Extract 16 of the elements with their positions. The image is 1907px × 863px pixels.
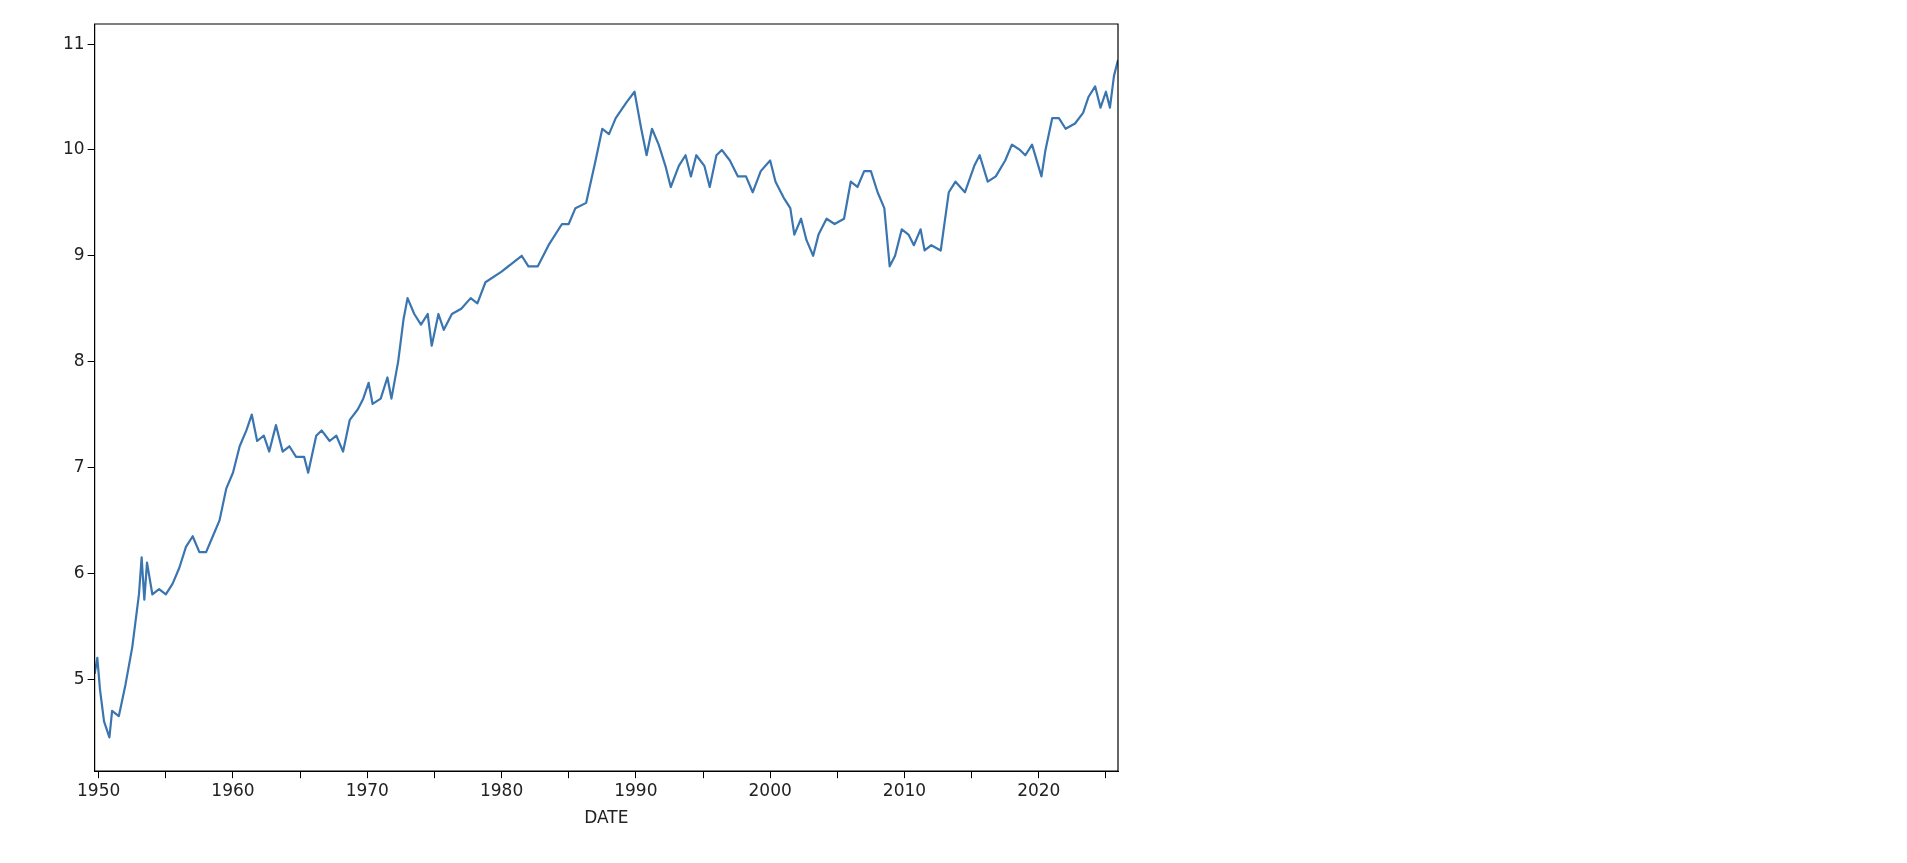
y-tick-label: 11 — [62, 32, 85, 53]
y-tick-label: 7 — [73, 455, 85, 476]
x-tick-label: 2000 — [748, 779, 792, 800]
x-axis-title: DATE — [584, 807, 629, 828]
x-tick-label: 2020 — [1017, 779, 1061, 800]
y-tick-label: 6 — [73, 561, 85, 582]
x-tick-label: 1950 — [77, 779, 121, 800]
x-tick-label: 1980 — [479, 779, 524, 800]
x-tick-label: 1970 — [345, 779, 389, 800]
x-tick-label: 2010 — [882, 779, 927, 800]
y-tick-label: 9 — [73, 244, 85, 265]
x-tick-label: 1960 — [211, 779, 255, 800]
x-tick-label: 1990 — [614, 779, 658, 800]
y-tick-label: 5 — [73, 667, 85, 688]
y-tick-label: 10 — [62, 138, 85, 159]
y-tick-label: 8 — [73, 350, 85, 371]
